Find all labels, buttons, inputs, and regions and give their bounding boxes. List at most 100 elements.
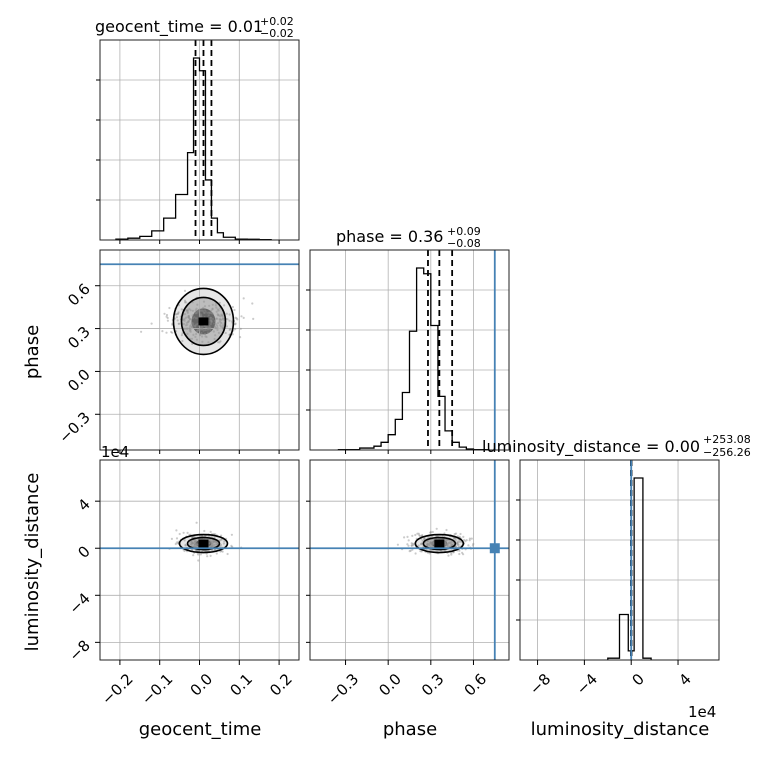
panel-geocent_time-phase-point-176 [204, 325, 208, 329]
title-geocent-time-lower: −0.02 [260, 27, 294, 40]
panel-geocent_time-phase-point-44 [202, 329, 205, 332]
panel-geocent_time-phase-point-253 [195, 307, 198, 310]
panel-geocent_time-phase-point-118 [213, 319, 216, 322]
panel-phase-luminosity_distance-point-144 [459, 532, 462, 536]
panel-geocent_time-phase-point-214 [208, 312, 211, 315]
panel-geocent_time-phase-point-51 [195, 323, 198, 326]
contour-layer [172, 287, 465, 554]
panel-geocent_time-phase-point-219 [165, 313, 169, 317]
panel-geocent_time-phase-point-22 [189, 318, 192, 321]
panel-geocent_time-phase-point-315 [234, 322, 237, 325]
panel-geocent_time-phase-point-61 [217, 331, 220, 334]
panel-geocent_time-luminosity_distance-point-22 [216, 542, 219, 545]
panel-phase-luminosity_distance-point-189 [431, 530, 434, 534]
panel-phase-luminosity_distance-point-104 [429, 541, 432, 545]
panel-phase-luminosity_distance-point-112 [452, 537, 455, 540]
panel-geocent_time-phase-point-2 [209, 316, 212, 319]
panel-phase-luminosity_distance-point-190 [457, 541, 460, 544]
ytick-label-phase-3: 0.6 [64, 280, 94, 310]
panel-geocent_time-phase-point-172 [192, 322, 195, 325]
panel-geocent_time-phase-point-251 [175, 316, 178, 319]
panel-geocent_time-luminosity_distance-point-241 [209, 530, 212, 534]
panel-geocent_time-phase-point-77 [200, 332, 203, 335]
panel-geocent_time-phase-point-197 [200, 315, 203, 318]
panel-geocent_time-phase-point-264 [220, 318, 223, 321]
panel-geocent_time-phase-point-54 [206, 311, 209, 314]
panel-geocent_time-phase-point-29 [209, 326, 212, 329]
panel-geocent_time-phase-point-185 [242, 316, 245, 319]
panel-phase-luminosity_distance-point-80 [417, 532, 420, 535]
panel-geocent_time-luminosity_distance-point-251 [226, 552, 229, 556]
panel-geocent_time-phase-point-98 [181, 339, 184, 343]
xtick-label-phase-3: 0.6 [461, 670, 491, 700]
panel-geocent_time-phase-point-169 [199, 314, 202, 317]
panel-geocent_time-phase-point-188 [190, 323, 193, 326]
x-axis-label-geocent-time: geocent_time [139, 719, 262, 740]
panel-geocent_time-phase-point-182 [198, 308, 201, 311]
xtick-label-luminosity_distance-0: −8 [526, 670, 554, 698]
panel-phase-luminosity_distance-point-11 [429, 541, 432, 544]
panel-phase-luminosity_distance-contour-0 [414, 533, 465, 554]
panel-phase-luminosity_distance-point-290 [429, 531, 432, 534]
panel-geocent_time-luminosity_distance-point-78 [210, 540, 213, 543]
panel-geocent_time-luminosity_distance-point-95 [197, 553, 200, 556]
panel-geocent_time-luminosity_distance-point-47 [197, 559, 200, 562]
panel-phase-luminosity_distance-point-35 [444, 543, 447, 546]
panel-phase-luminosity_distance-point-247 [470, 537, 473, 540]
panel-geocent_time-phase-point-211 [221, 326, 224, 329]
panel-geocent_time-phase-point-66 [185, 309, 188, 312]
panel-phase-luminosity_distance-point-31 [444, 543, 447, 546]
panel-geocent_time-phase-point-292 [199, 333, 202, 336]
panel-phase-luminosity_distance-point-8 [418, 534, 421, 537]
panel-geocent_time-phase-point-239 [185, 316, 188, 319]
panel-phase-luminosity_distance-point-256 [425, 544, 429, 547]
panel-geocent_time-phase-point-308 [207, 341, 210, 344]
panel-geocent_time-phase-point-170 [203, 311, 206, 315]
panel-geocent_time-phase-point-97 [196, 310, 199, 313]
panel-phase-luminosity_distance-point-135 [463, 538, 466, 542]
panel-geocent_time-luminosity_distance-point-152 [220, 538, 223, 541]
panel-geocent_time-phase-point-8 [188, 307, 191, 310]
panel-geocent_time-phase-point-184 [184, 301, 187, 304]
panel-geocent_time-phase-point-282 [195, 317, 198, 320]
panel-phase-luminosity_distance-frame [309, 459, 510, 661]
panel-phase-luminosity_distance-point-3 [445, 539, 448, 542]
panel-geocent_time-phase-point-99 [209, 329, 212, 332]
panel-geocent_time-phase-point-60 [214, 327, 217, 330]
panel-geocent_time-phase-point-271 [193, 316, 196, 319]
panel-phase-luminosity_distance-point-74 [411, 534, 414, 538]
panel-geocent_time-phase-point-166 [221, 317, 225, 320]
panel-geocent_time-phase-point-129 [209, 318, 212, 321]
panel-geocent_time-phase-point-49 [187, 315, 190, 318]
panel-geocent_time-phase-point-250 [207, 311, 211, 314]
panel-geocent_time-phase-point-304 [206, 331, 210, 334]
panel-geocent_time-phase-point-215 [200, 327, 203, 330]
panel-phase-luminosity_distance-point-294 [447, 545, 450, 548]
panel-geocent_time-luminosity_distance-point-116 [206, 555, 209, 558]
title-phase: phase = 0.36 [336, 227, 443, 246]
panel-geocent_time-phase-point-131 [221, 315, 224, 318]
panel-geocent_time-phase-point-68 [234, 323, 237, 326]
panel-geocent_time-phase-point-136 [195, 330, 198, 333]
panel-geocent_time-luminosity_distance-point-216 [192, 554, 195, 557]
panel-geocent_time-phase-point-28 [180, 308, 183, 311]
panel-phase-luminosity_distance-point-317 [410, 544, 413, 547]
panel-phase-luminosity_distance-point-42 [430, 542, 433, 545]
panel-geocent_time-phase-point-247 [202, 311, 205, 314]
panel-geocent_time-phase-point-164 [210, 320, 213, 323]
panel-geocent_time-phase-point-125 [220, 313, 223, 316]
panel-geocent_time-luminosity_distance-point-165 [203, 549, 206, 553]
panel-geocent_time-phase-point-179 [210, 319, 213, 322]
panel-phase-luminosity_distance-point-229 [406, 543, 409, 546]
panel-phase-luminosity_distance-point-277 [427, 540, 430, 543]
xtick-label-phase-1: 0.0 [375, 670, 405, 700]
panel-geocent_time-phase-point-289 [185, 301, 188, 304]
panel-geocent_time-phase-point-139 [198, 329, 201, 332]
panel-geocent_time-phase-point-102 [225, 312, 228, 315]
panel-geocent_time-phase-point-142 [186, 310, 189, 313]
panel-phase-luminosity_distance-point-231 [444, 543, 447, 546]
panel-geocent_time-phase-point-1 [195, 332, 198, 336]
panel-geocent_time-phase-point-33 [213, 322, 216, 325]
panel-phase-luminosity_distance-point-43 [396, 543, 399, 546]
panel-geocent_time-phase-point-195 [207, 327, 210, 330]
